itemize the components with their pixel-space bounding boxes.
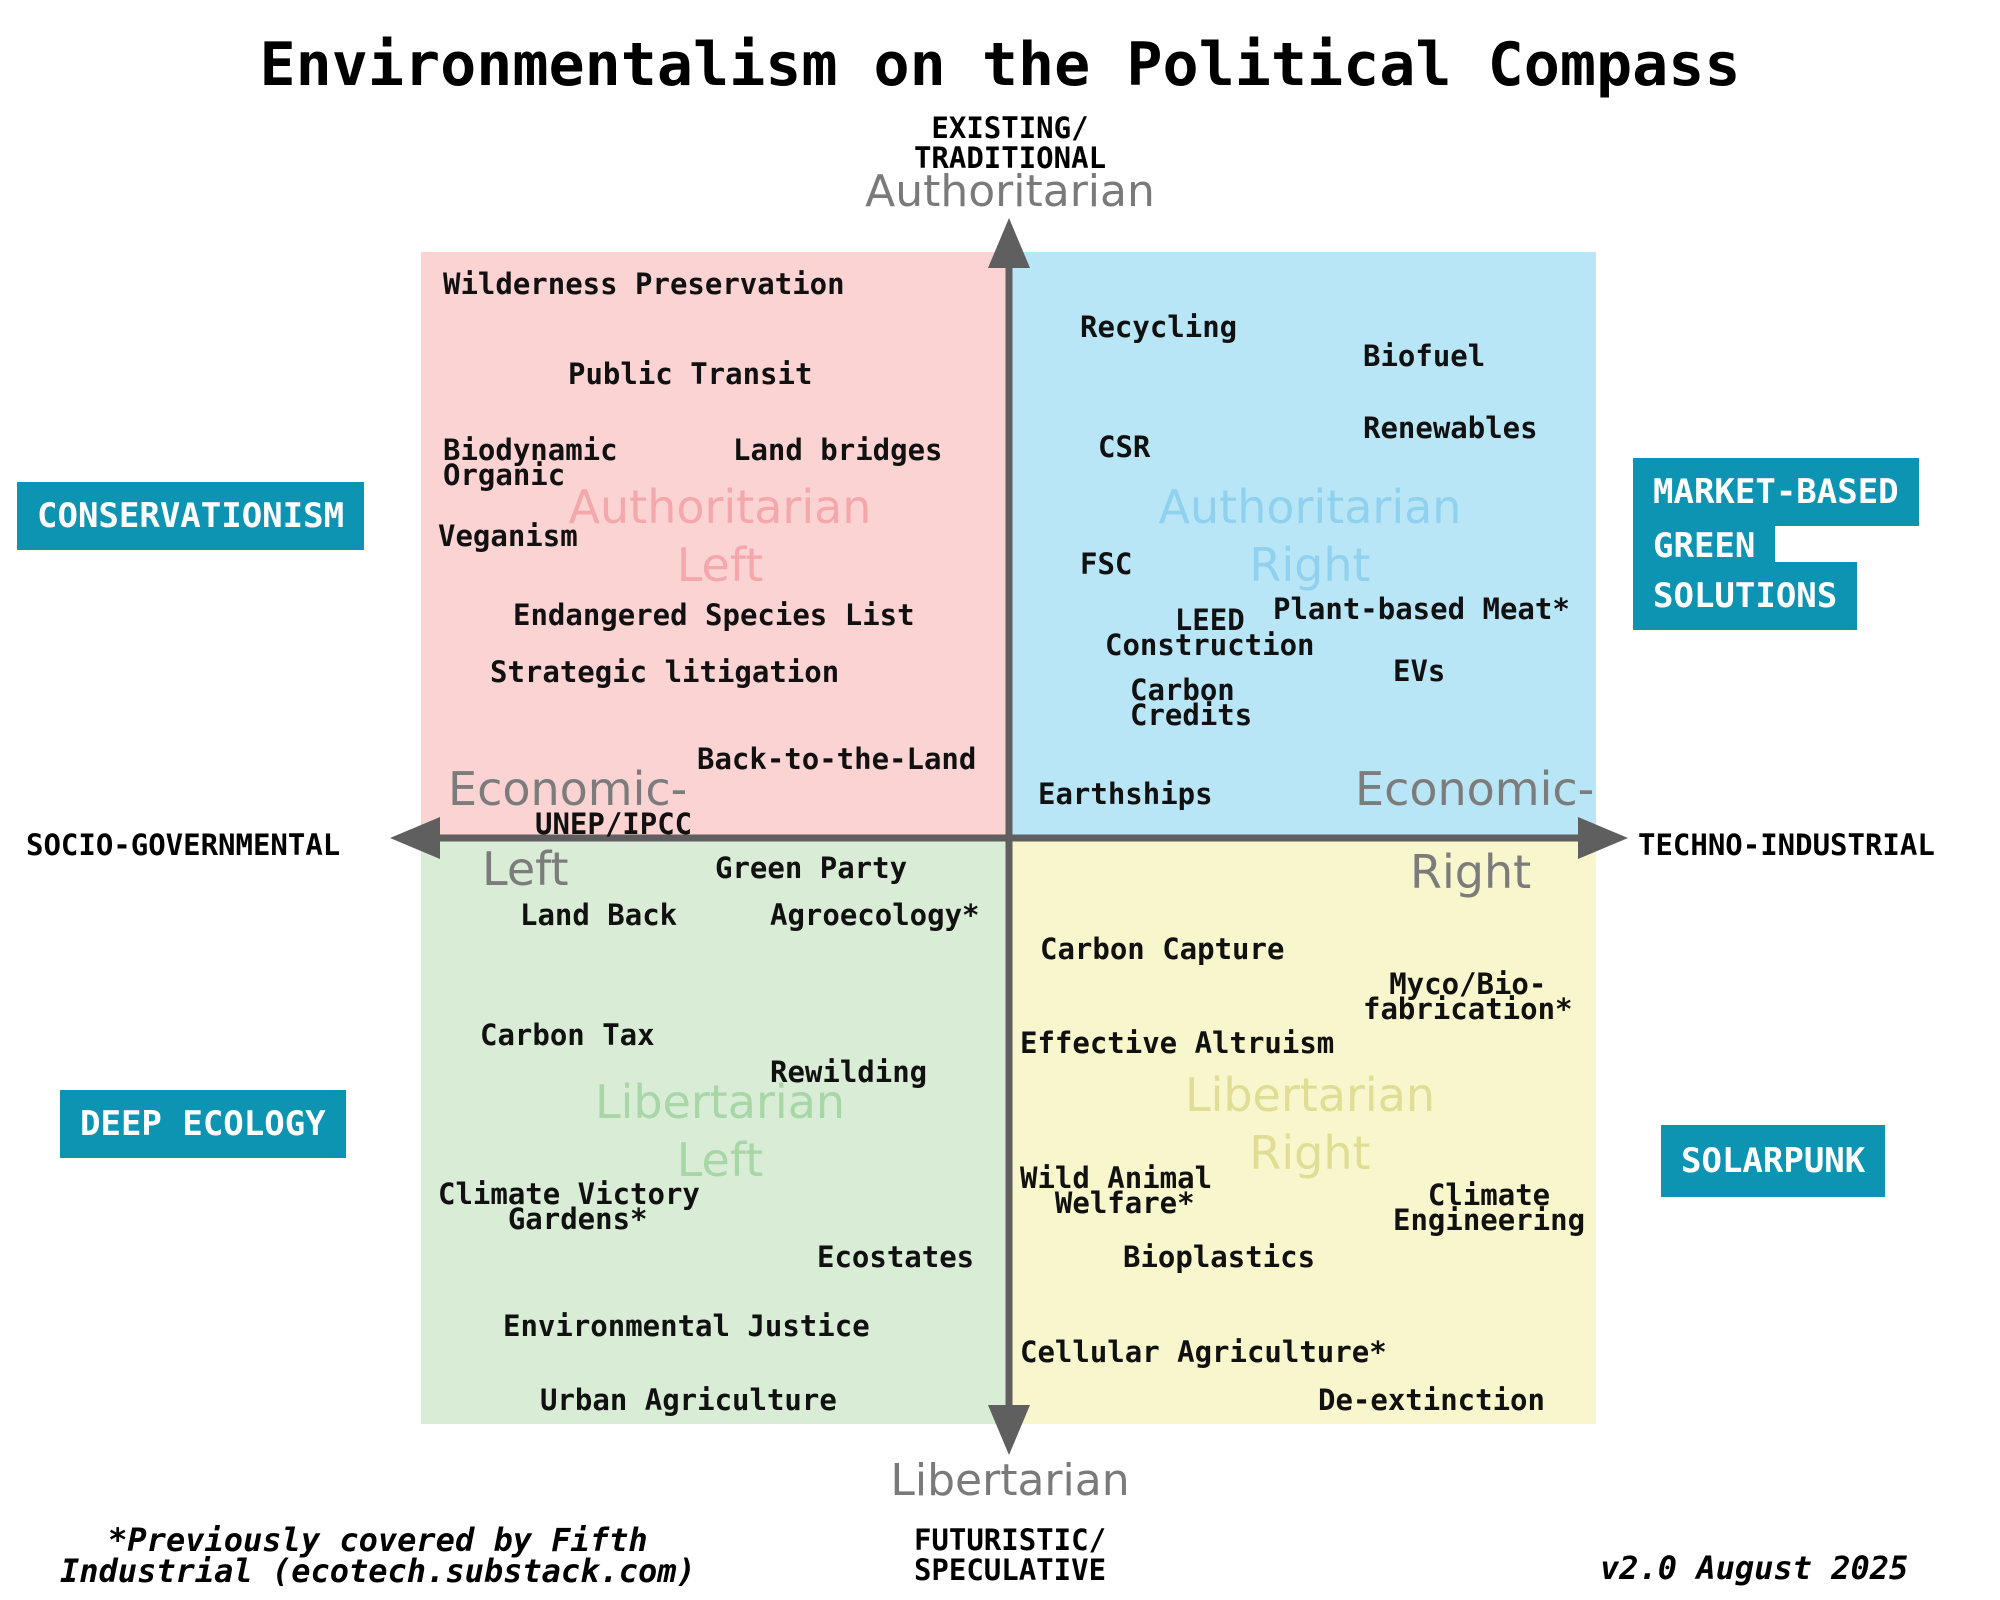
item-recycling: Recycling <box>1080 310 1238 344</box>
badge-solarpunk: SOLARPUNK <box>1661 1125 1886 1197</box>
item-land-back: Land Back <box>520 898 678 932</box>
watermark-libertarian-left: Libertarian Left <box>594 1075 846 1187</box>
item-ecostates: Ecostates <box>817 1240 975 1274</box>
item-biofuel: Biofuel <box>1363 339 1486 373</box>
item-climate-engineering: Climate Engineering <box>1393 1178 1586 1237</box>
item-de-extinction: De-extinction <box>1318 1383 1545 1417</box>
item-evs: EVs <box>1393 654 1446 688</box>
arrow-left <box>390 817 440 859</box>
item-plant-based-meat: Plant-based Meat* <box>1273 592 1570 626</box>
footer-note: *Previously covered by Fifth Industrial … <box>60 1521 696 1590</box>
item-csr: CSR <box>1098 430 1151 464</box>
badge-deep-ecology: DEEP ECOLOGY <box>60 1090 346 1158</box>
item-carbon-capture: Carbon Capture <box>1040 932 1285 966</box>
watermark-authoritarian-left: Authoritarian Left <box>568 480 872 592</box>
quadrant-libertarian-right <box>1009 837 1596 1424</box>
quadrant-authoritarian-left <box>421 252 1009 837</box>
item-earthships: Earthships <box>1038 777 1213 811</box>
badge-market-based-line3: SOLUTIONS <box>1633 562 1858 630</box>
item-veganism: Veganism <box>438 519 578 553</box>
item-carbon-tax: Carbon Tax <box>480 1018 655 1052</box>
axis-label-economic-right: Economic- <box>1355 762 1595 816</box>
axis-label-left: Left <box>482 842 569 896</box>
item-renewables: Renewables <box>1363 411 1538 445</box>
chart-title: Environmentalism on the Political Compas… <box>259 30 1741 100</box>
item-public-transit: Public Transit <box>568 357 813 391</box>
item-effective-altruism: Effective Altruism <box>1020 1026 1335 1060</box>
quadrant-libertarian-left <box>421 837 1009 1424</box>
item-environmental-justice: Environmental Justice <box>503 1309 870 1343</box>
item-wilderness-preservation: Wilderness Preservation <box>443 267 845 301</box>
item-fsc: FSC <box>1080 547 1133 581</box>
item-myco-bio-fabrication: Myco/Bio- fabrication* <box>1363 967 1573 1026</box>
quadrant-authoritarian-right <box>1009 252 1596 837</box>
axis-label-right: Right <box>1410 845 1532 899</box>
item-unep-ipcc: UNEP/IPCC <box>535 807 693 841</box>
axis-label-libertarian: Libertarian <box>890 1455 1130 1506</box>
badge-conservationism: CONSERVATIONISM <box>17 482 365 550</box>
item-carbon-credits: Carbon Credits <box>1130 673 1253 732</box>
axis-label-economic-left: Economic- <box>448 762 688 816</box>
direction-socio-governmental: SOCIO-GOVERNMENTAL <box>26 828 341 862</box>
item-leed-construction: LEED Construction <box>1105 603 1315 662</box>
direction-existing-traditional: EXISTING/ TRADITIONAL <box>913 111 1107 175</box>
direction-futuristic-speculative: FUTURISTIC/ SPECULATIVE <box>913 1523 1107 1587</box>
watermark-authoritarian-right: Authoritarian Right <box>1158 480 1462 592</box>
item-green-party: Green Party <box>715 851 908 885</box>
item-cellular-agriculture: Cellular Agriculture* <box>1020 1335 1387 1369</box>
arrow-right <box>1578 817 1628 859</box>
item-back-to-the-land: Back-to-the-Land <box>697 742 977 776</box>
axis-label-authoritarian: Authoritarian <box>865 166 1155 217</box>
badge-market-based-line1: MARKET-BASED <box>1633 458 1919 526</box>
version-label: v2.0 August 2025 <box>1600 1549 1909 1587</box>
item-wild-animal-welfare: Wild Animal Welfare* <box>1020 1161 1213 1220</box>
direction-techno-industrial: TECHNO-INDUSTRIAL <box>1638 828 1935 862</box>
item-rewilding: Rewilding <box>770 1055 928 1089</box>
item-climate-victory-gardens: Climate Victory Gardens* <box>438 1177 700 1236</box>
item-bioplastics: Bioplastics <box>1123 1240 1316 1274</box>
badge-market-based-line2: GREEN <box>1633 526 1776 566</box>
item-agroecology: Agroecology* <box>770 898 980 932</box>
watermark-libertarian-right: Libertarian Right <box>1184 1068 1436 1180</box>
item-endangered-species-list: Endangered Species List <box>513 598 915 632</box>
item-land-bridges: Land bridges <box>733 433 943 467</box>
item-urban-agriculture: Urban Agriculture <box>540 1383 837 1417</box>
item-biodynamic-organic: Biodynamic Organic <box>443 433 618 492</box>
item-strategic-litigation: Strategic litigation <box>490 655 840 689</box>
arrow-up <box>988 218 1030 268</box>
arrow-down <box>988 1405 1030 1455</box>
